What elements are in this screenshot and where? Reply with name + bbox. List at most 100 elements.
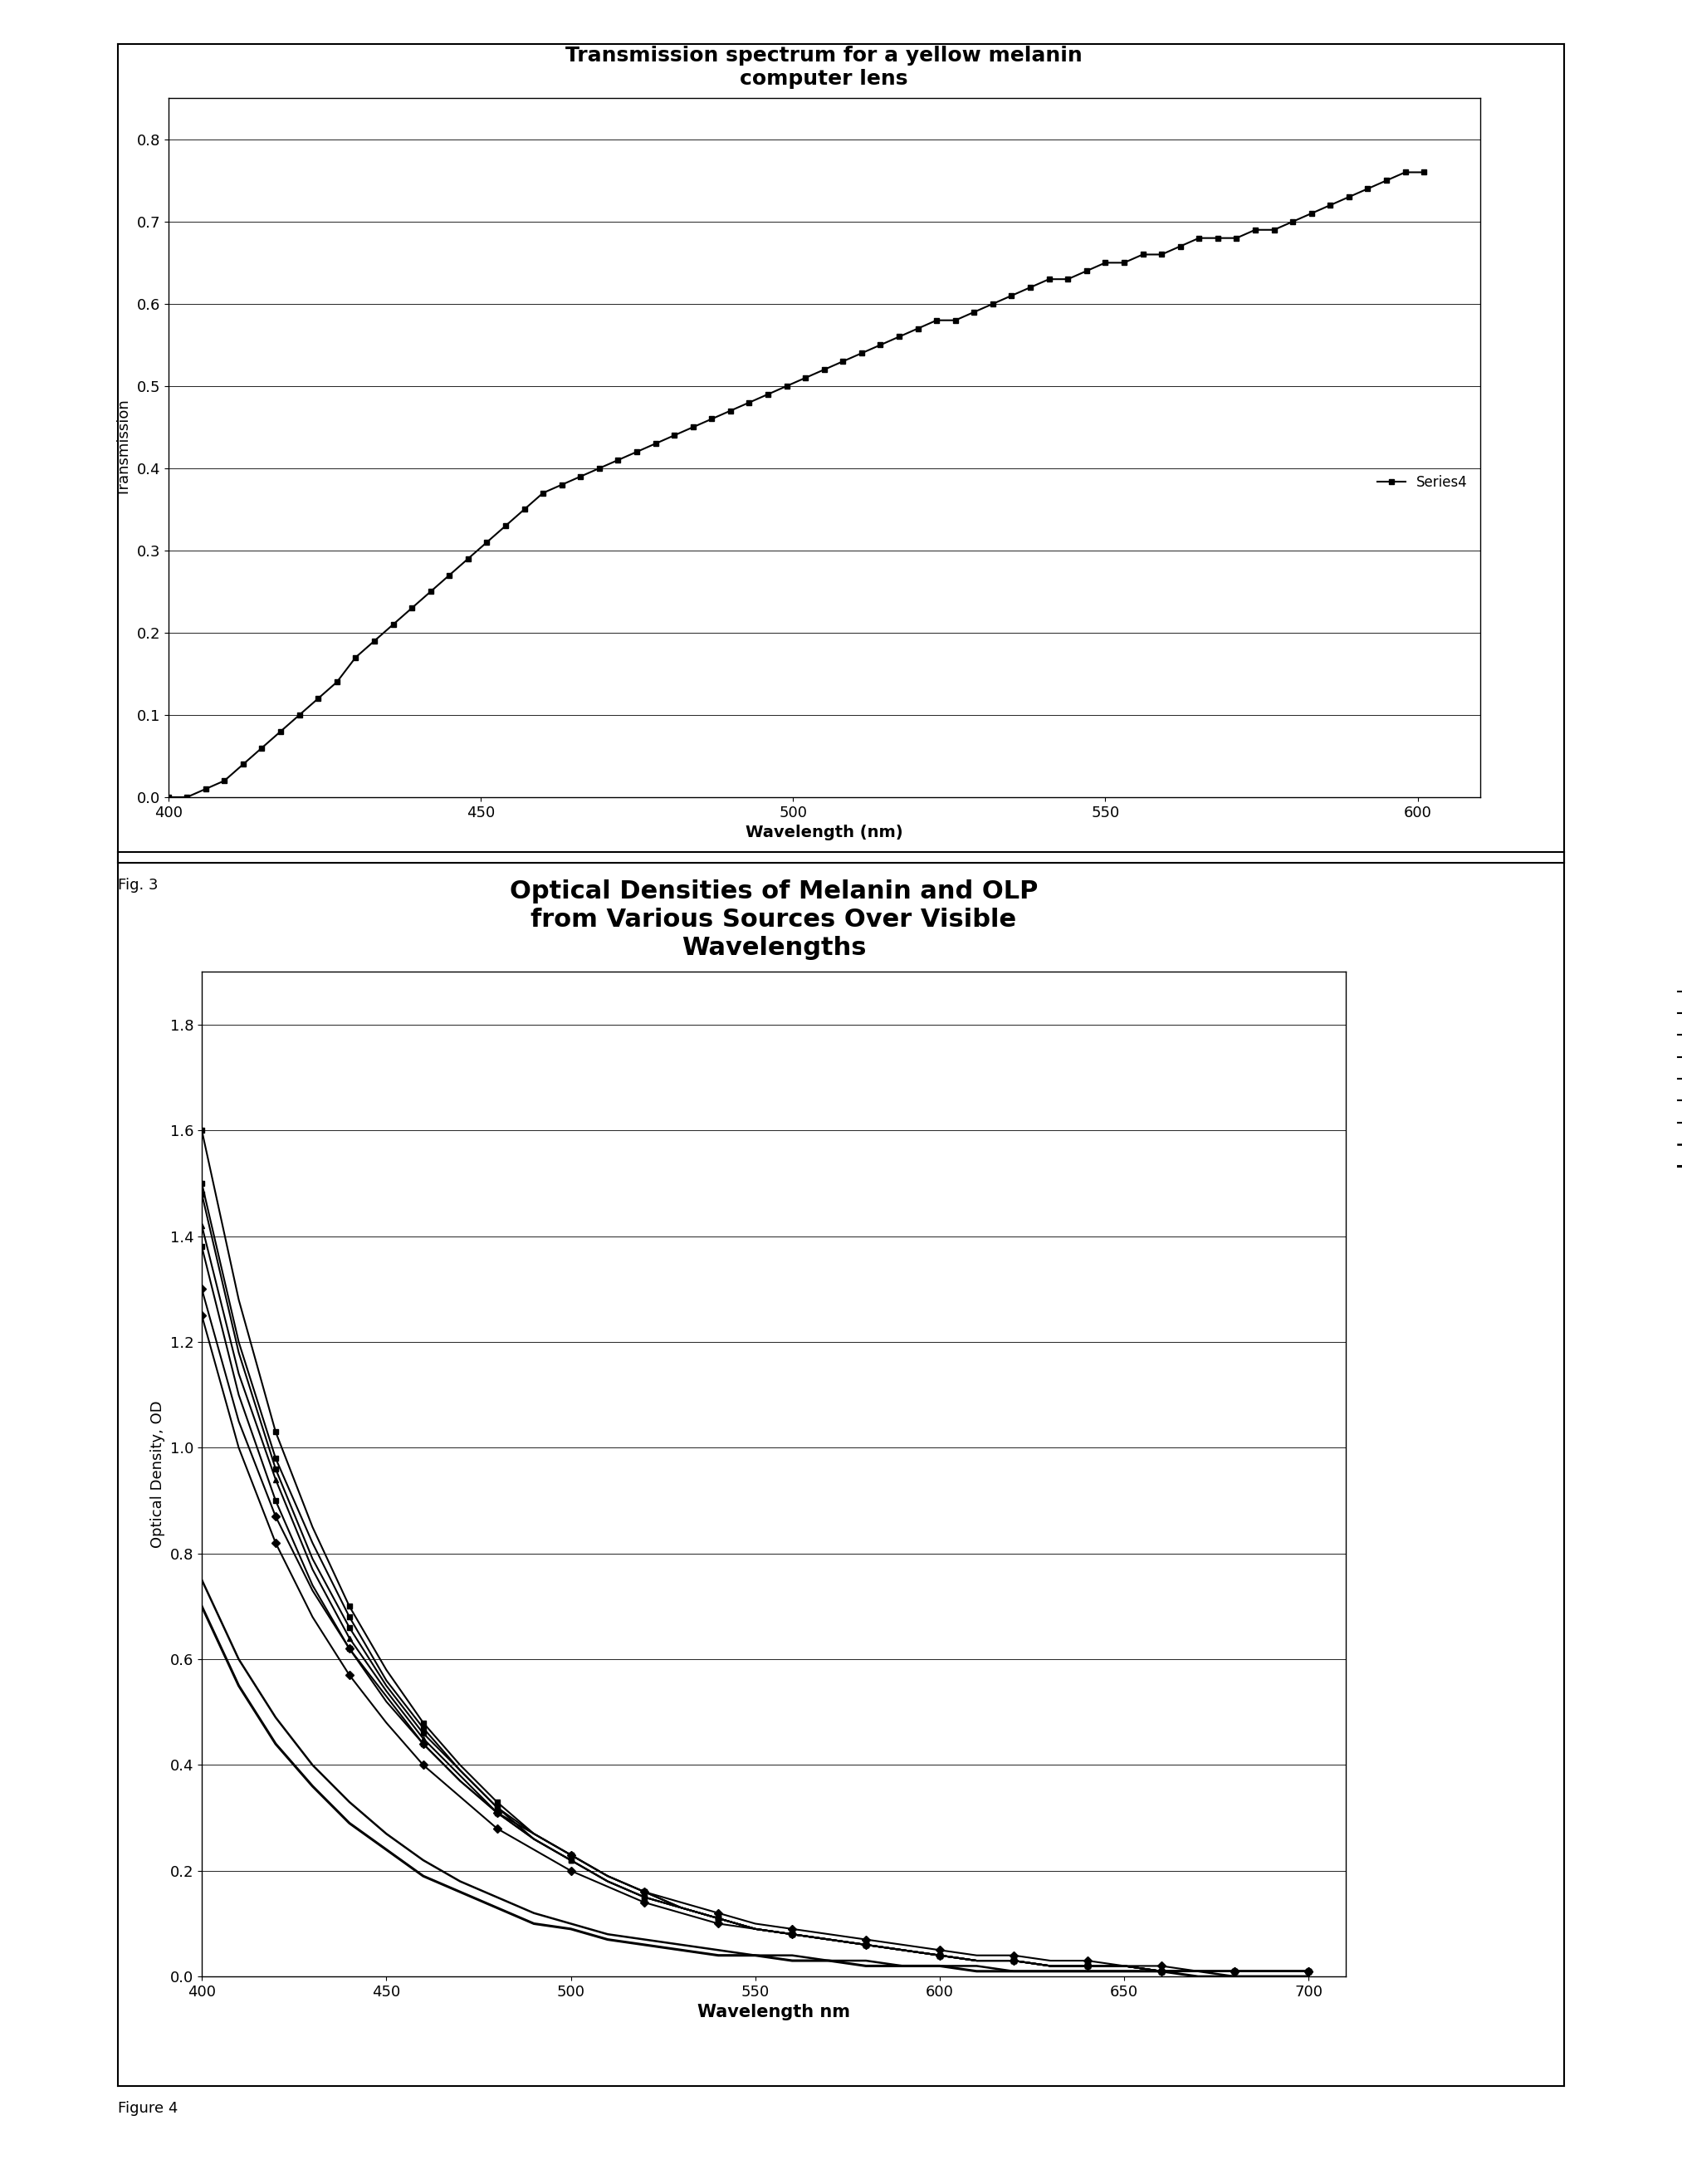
Series8: [1113, 1959, 1134, 1985]
Series3: [1076, 1952, 1097, 1979]
Series1: [523, 1821, 543, 1848]
Series6: [1004, 1948, 1024, 1974]
Series3: [1041, 1952, 1061, 1979]
Series5: [634, 1885, 654, 1911]
Series5: [782, 1922, 802, 1948]
Series5: [819, 1926, 839, 1952]
Series9: [560, 1915, 580, 1942]
Series7: [303, 1572, 323, 1599]
Series3: [597, 1867, 617, 1894]
Series1: [303, 1577, 323, 1603]
Series4: [192, 1118, 212, 1144]
Series4: [870, 332, 890, 358]
Line: Series7: Series7: [198, 1245, 1312, 1974]
Series6: [414, 1752, 434, 1778]
Series3: [634, 1885, 654, 1911]
Series6: [745, 1915, 765, 1942]
Series6: [560, 1859, 580, 1885]
Series4: [1224, 1959, 1245, 1985]
Series5: [1076, 1952, 1097, 1979]
Series6: [671, 1900, 691, 1926]
Series7: [1004, 1948, 1024, 1974]
Series7: [560, 1848, 580, 1874]
Series3: [340, 1625, 360, 1651]
Series9: [745, 1942, 765, 1968]
Series4: [1283, 207, 1304, 234]
Series6: [451, 1784, 471, 1811]
Series2: [1262, 1959, 1282, 1985]
Series2: [856, 1931, 876, 1957]
Series8: [930, 1952, 950, 1979]
Series2: [1041, 1952, 1061, 1979]
Series7: [893, 1937, 913, 1963]
Series4: [819, 1926, 839, 1952]
Series9: [1224, 1963, 1245, 1990]
Series1: [930, 1937, 950, 1963]
Series5: [486, 1795, 506, 1821]
Series9: [782, 1948, 802, 1974]
Series9: [1299, 1963, 1319, 1990]
Series8: [1224, 1963, 1245, 1990]
Series3: [486, 1800, 506, 1826]
Series6: [819, 1926, 839, 1952]
Series3: [671, 1896, 691, 1922]
Series7: [634, 1885, 654, 1911]
Series3: [1224, 1959, 1245, 1985]
Series5: [414, 1721, 434, 1747]
Series7: [1150, 1959, 1171, 1985]
Series8: [782, 1942, 802, 1968]
Series4: [930, 1942, 950, 1968]
Series2: [1004, 1948, 1024, 1974]
Series2: [1224, 1959, 1245, 1985]
Line: Series2: Series2: [198, 1182, 1312, 1974]
Series3: [930, 1942, 950, 1968]
Series9: [930, 1952, 950, 1979]
Series2: [1299, 1959, 1319, 1985]
Series9: [1150, 1959, 1171, 1985]
Series3: [192, 1212, 212, 1238]
Series4: [1004, 1948, 1024, 1974]
Series6: [1041, 1952, 1061, 1979]
Y-axis label: Transmission: Transmission: [118, 400, 131, 496]
Series9: [377, 1837, 397, 1863]
Series2: [893, 1937, 913, 1963]
Legend: Series1, Series2, Series3, Series4, Series5, Series6, Series7, Series8, Series9: Series1, Series2, Series3, Series4, Seri…: [1672, 978, 1682, 1179]
Series5: [1041, 1952, 1061, 1979]
Series9: [229, 1673, 249, 1699]
Series1: [1187, 1959, 1208, 1985]
Series3: [967, 1948, 987, 1974]
Series9: [708, 1942, 728, 1968]
Series3: [377, 1677, 397, 1704]
Line: Series9: Series9: [202, 1607, 1309, 1977]
Series5: [560, 1848, 580, 1874]
Series7: [486, 1800, 506, 1826]
Series3: [523, 1826, 543, 1852]
Series2: [414, 1714, 434, 1741]
Series4: [1041, 1952, 1061, 1979]
Series4: [377, 1658, 397, 1684]
Series4: [745, 1915, 765, 1942]
Text: Fig. 3: Fig. 3: [118, 878, 158, 893]
Series4: [1394, 159, 1415, 186]
Series8: [1004, 1959, 1024, 1985]
Series5: [1004, 1948, 1024, 1974]
Series9: [340, 1811, 360, 1837]
Series3: [819, 1926, 839, 1952]
Series3: [303, 1557, 323, 1583]
Series1: [560, 1841, 580, 1867]
Series3: [708, 1904, 728, 1931]
Series6: [1113, 1952, 1134, 1979]
Series9: [266, 1730, 286, 1756]
Series6: [303, 1603, 323, 1629]
Series7: [782, 1922, 802, 1948]
Series8: [967, 1952, 987, 1979]
Series1: [1224, 1959, 1245, 1985]
Series5: [340, 1614, 360, 1640]
Series4: [782, 1922, 802, 1948]
Series5: [967, 1948, 987, 1974]
Series4: [1150, 1959, 1171, 1985]
Series6: [1150, 1959, 1171, 1985]
Series8: [819, 1948, 839, 1974]
Series1: [856, 1926, 876, 1952]
Series9: [1187, 1963, 1208, 1990]
